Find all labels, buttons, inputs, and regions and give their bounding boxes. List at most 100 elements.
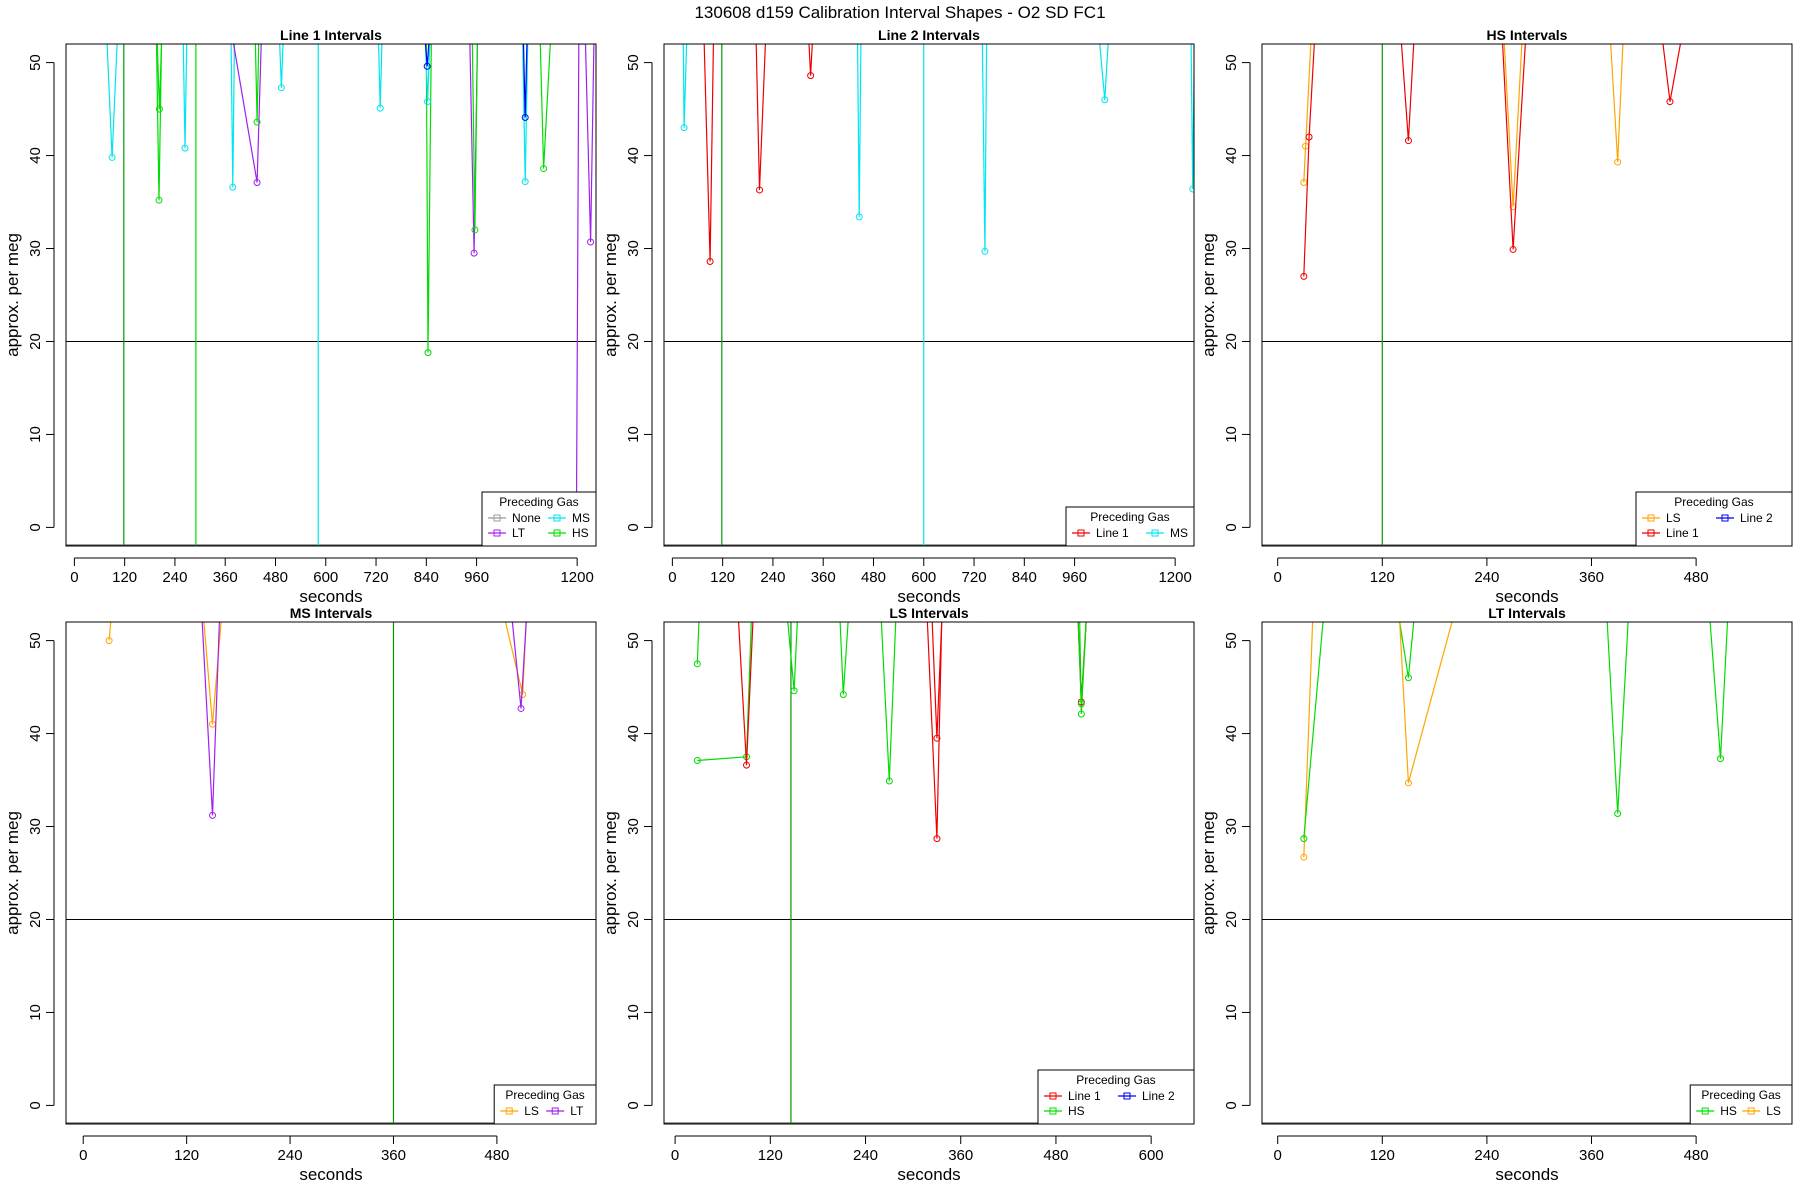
chart3-y-tick-label: 10 [1223, 426, 1240, 443]
chart5-data-point [933, 734, 941, 742]
chart4-series-line-lt [511, 622, 527, 709]
chart4-y-tick-label: 20 [27, 911, 44, 928]
chart5-series-line-hs [839, 622, 849, 695]
chart1-panel: Line 1 Intervals 0 120 240 360 480 600 720 840 96… [3, 27, 597, 606]
chart4-y-axis-label: approx. per meg [3, 811, 22, 935]
chart1-data-point [424, 98, 432, 106]
chart6-legend-item: LS [1742, 1104, 1781, 1118]
chart2-title: Line 2 Intervals [878, 27, 980, 43]
chart1-legend-box [481, 491, 597, 547]
chart1-data-point [155, 105, 163, 113]
chart4-legend-swatch-marker [505, 1107, 513, 1115]
chart5-y-tick-label: 40 [625, 725, 642, 742]
chart2-x-axis-label: seconds [897, 587, 960, 606]
chart4-series-line-lt [201, 622, 220, 816]
chart3-data-point [1666, 98, 1674, 106]
chart5-x-axis-label: seconds [897, 1165, 960, 1184]
chart2-panel: Line 2 Intervals 0 120 240 360 480 600 720 840 96… [601, 27, 1195, 606]
chart5-data-point [1077, 710, 1085, 718]
chart4-x-tick-label: 120 [174, 1147, 199, 1164]
chart2-data-point [855, 213, 863, 221]
chart2-legend: Preceding Gas Line 1 MS [1065, 506, 1195, 547]
chart5-x-tick-label: 120 [758, 1147, 783, 1164]
chart1-series-line-hs [425, 44, 432, 353]
chart3-series-line-ls [1303, 44, 1315, 183]
chart5-series-line-line-1 [931, 622, 943, 739]
chart1-series-line-ms [230, 44, 235, 188]
chart2-legend-label: MS [1170, 526, 1188, 540]
chart4-data-point [209, 811, 217, 819]
chart2-legend-title: Preceding Gas [1090, 510, 1169, 524]
chart2-legend-swatch-marker [1077, 529, 1085, 537]
chart2-y-tick-label: 40 [625, 147, 642, 164]
chart3-panel: HS Intervals 0 120 240 360 480 seconds 0 10 20 30 4… [1199, 27, 1793, 606]
chart1-series-line-hs [155, 44, 163, 201]
chart1-y-tick-label: 20 [27, 333, 44, 350]
chart2-series-line-ms [981, 44, 988, 252]
chart5-legend-label: Line 1 [1068, 1089, 1101, 1103]
chart3-legend-item: Line 2 [1716, 511, 1773, 525]
chart1-y-tick-label: 30 [27, 240, 44, 257]
chart5-series-line-line-1 [926, 622, 943, 839]
chart2-legend-box [1065, 506, 1195, 547]
chart5-legend-swatch-marker [1123, 1092, 1131, 1100]
chart6-x-axis-label: seconds [1495, 1165, 1558, 1184]
chart6-legend-label: HS [1720, 1104, 1737, 1118]
chart2-x-axis: 0 120 240 360 480 600 720 840 960 1200 seconds [668, 557, 1192, 606]
chart5-x-axis: 0 120 240 360 480 600 seconds [671, 1135, 1164, 1184]
chart1-legend-label: LT [512, 526, 526, 540]
chart4-x-tick-label: 480 [484, 1147, 509, 1164]
chart6-legend-box [1689, 1084, 1793, 1125]
chart6-series-line-hs [1606, 622, 1629, 814]
chart4-legend-item: LS [500, 1104, 539, 1118]
chart5-x-tick-label: 0 [671, 1147, 679, 1164]
chart4-y-tick-label: 40 [27, 725, 44, 742]
chart6-legend-swatch-marker [1747, 1107, 1755, 1115]
chart5-data-point [933, 835, 941, 843]
chart3-series-line-ls [1503, 44, 1523, 207]
chart1-data-point [277, 84, 285, 92]
chart3-x-tick-label: 120 [1370, 569, 1395, 586]
chart6-y-tick-label: 30 [1223, 818, 1240, 835]
chart6-legend-swatch-marker [1701, 1107, 1709, 1115]
chart2-data-point [807, 72, 815, 80]
chart6-y-tick-label: 20 [1223, 911, 1240, 928]
chart3-x-axis-label: seconds [1495, 587, 1558, 606]
chart1-data-point [253, 179, 261, 187]
chart5-y-axis-label: approx. per meg [601, 811, 620, 935]
chart3-legend-label: LS [1666, 511, 1681, 525]
chart4-plot-area [66, 622, 596, 1124]
chart1-data-point [181, 144, 189, 152]
chart1-series-line-lt [233, 44, 262, 183]
chart1-data-point [540, 165, 548, 173]
chart4-legend-label: LT [570, 1104, 584, 1118]
chart5-data-point [839, 691, 847, 699]
chart5-y-axis: 0 10 20 30 40 50 approx. per meg [601, 632, 653, 1110]
chart4-y-tick-label: 0 [27, 1101, 44, 1109]
chart4-y-tick-label: 50 [27, 632, 44, 649]
chart1-data-point [108, 153, 116, 161]
chart5-plot-area [664, 622, 1194, 1124]
chart2-y-tick-label: 30 [625, 240, 642, 257]
chart3-data-point [1509, 245, 1517, 253]
chart1-x-tick-label: 240 [162, 569, 187, 586]
chart6-y-tick-label: 10 [1223, 1004, 1240, 1021]
chart1-x-axis: 0 120 240 360 480 600 720 840 960 1200 seconds [70, 557, 594, 606]
chart2-series-line-ms [857, 44, 862, 217]
chart3-legend-swatch-marker [1647, 514, 1655, 522]
chart6-data-point [1300, 853, 1308, 861]
chart1-series-line-hs [539, 44, 551, 169]
chart2-x-tick-label: 240 [760, 569, 785, 586]
chart5-data-point [885, 777, 893, 785]
chart2-x-tick-label: 0 [668, 569, 676, 586]
chart3-y-tick-label: 0 [1223, 523, 1240, 531]
chart5-panel: LS Intervals 0 120 240 360 480 600 seconds 0 10 20… [601, 605, 1195, 1184]
chart4-y-axis: 0 10 20 30 40 50 approx. per meg [3, 632, 55, 1110]
chart2-data-point [981, 247, 989, 255]
chart3-title: HS Intervals [1487, 27, 1568, 43]
chart3-x-axis: 0 120 240 360 480 seconds [1274, 557, 1709, 606]
chart3-legend-swatch-marker [1647, 529, 1655, 537]
chart5-data-point [1077, 700, 1085, 708]
chart1-data-point [521, 178, 529, 186]
chart6-y-axis-label: approx. per meg [1199, 811, 1218, 935]
